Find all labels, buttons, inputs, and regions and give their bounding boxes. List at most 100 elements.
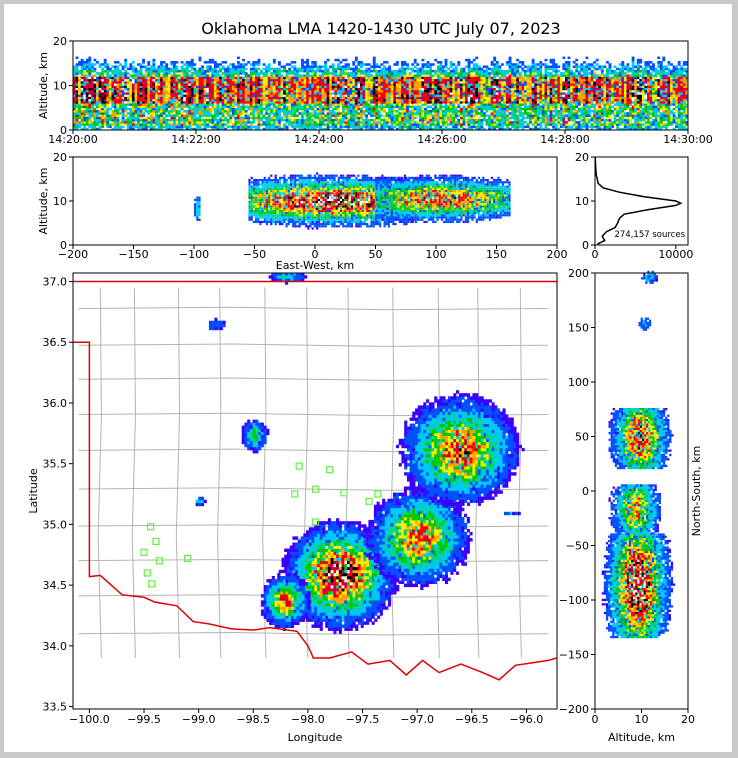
time-height-cell [295,114,299,117]
time-height-cell [272,76,276,80]
time-height-cell [449,105,453,109]
time-height-cell [462,114,466,117]
time-height-cell [155,123,158,126]
time-height-cell [354,118,358,122]
time-height-cell [436,92,440,95]
time-height-cell [331,83,335,86]
time-height-cell [475,56,479,60]
time-height-cell [352,105,356,109]
time-height-cell [290,114,294,117]
time-height-cell [375,72,379,75]
time-height-cell [98,85,102,89]
time-height-cell [121,83,125,86]
time-height-cell [208,65,212,68]
time-height-cell [377,89,381,93]
time-height-cell [190,107,194,111]
time-height-cell [147,105,151,109]
time-height-cell [362,105,366,109]
time-height-cell [500,105,504,109]
time-height-cell [196,127,199,131]
time-height-cell [278,81,281,84]
time-height-cell [88,125,92,129]
time-height-cell [254,67,258,71]
time-height-cell [231,78,235,82]
time-height-cell [290,103,294,106]
time-height-cell [254,69,258,73]
time-height-cell [190,85,194,89]
time-height-cell [434,69,438,73]
time-height-cell [344,78,348,82]
time-height-cell [347,112,351,115]
time-height-cell [529,96,532,100]
time-height-cell [465,76,468,80]
time-height-cell [114,107,117,111]
time-height-cell [377,85,381,89]
time-height-cell [467,83,471,86]
time-height-cell [442,112,445,115]
time-height-cell [513,81,517,84]
time-height-cell [185,105,189,109]
time-height-cell [298,112,302,115]
time-height-cell [155,72,158,75]
time-height-cell [336,76,340,80]
time-height-cell [357,85,361,89]
time-height-cell [354,69,358,73]
time-height-cell [513,96,517,100]
time-height-cell [160,107,163,111]
time-height-cell [244,123,248,126]
time-height-cell [239,123,243,126]
time-height-cell [506,123,509,126]
time-height-cell [262,96,266,100]
time-height-cell [462,81,466,84]
time-height-cell [160,78,163,82]
time-height-cell [126,123,130,126]
time-height-cell [260,109,263,113]
time-height-cell [211,78,215,82]
time-height-cell [408,96,412,100]
time-height-cell [98,101,102,104]
time-height-cell [111,105,115,109]
time-height-cell [90,121,94,124]
time-height-cell [301,118,304,122]
time-height-cell [506,114,509,117]
time-height-cell [516,101,520,104]
time-height-cell [372,76,376,80]
time-height-cell [278,103,281,106]
time-height-cell [521,89,525,93]
time-height-cell [331,107,335,111]
time-height-cell [75,76,79,80]
time-height-cell [321,87,325,91]
time-height-cell [162,89,166,93]
time-height-cell [470,105,474,109]
time-height-cell [529,67,532,71]
time-height-cell [449,107,453,111]
time-height-cell [334,98,338,102]
time-height-cell [119,78,122,82]
time-height-cell [459,72,463,75]
time-height-cell [508,94,512,97]
time-height-cell [380,89,384,93]
time-height-cell [511,72,515,75]
time-height-cell [354,123,358,126]
time-height-cell [347,125,351,129]
time-height-cell [372,121,376,124]
time-height-cell [508,81,512,84]
time-height-cell [434,101,438,104]
time-height-cell [247,125,251,129]
time-height-cell [275,127,279,131]
time-height-cell [149,114,153,117]
time-height-cell [326,96,330,100]
time-height-cell [137,72,140,75]
time-height-cell [534,81,538,84]
time-height-cell [483,89,486,93]
time-height-cell [101,109,105,113]
time-height-cell [116,125,120,129]
time-height-cell [275,83,279,86]
time-height-cell [500,78,504,82]
time-height-cell [426,116,430,120]
time-height-cell [372,92,376,95]
time-height-cell [231,69,235,73]
time-height-cell [165,109,169,113]
time-height-cell [452,92,456,95]
time-height-cell [172,74,176,77]
